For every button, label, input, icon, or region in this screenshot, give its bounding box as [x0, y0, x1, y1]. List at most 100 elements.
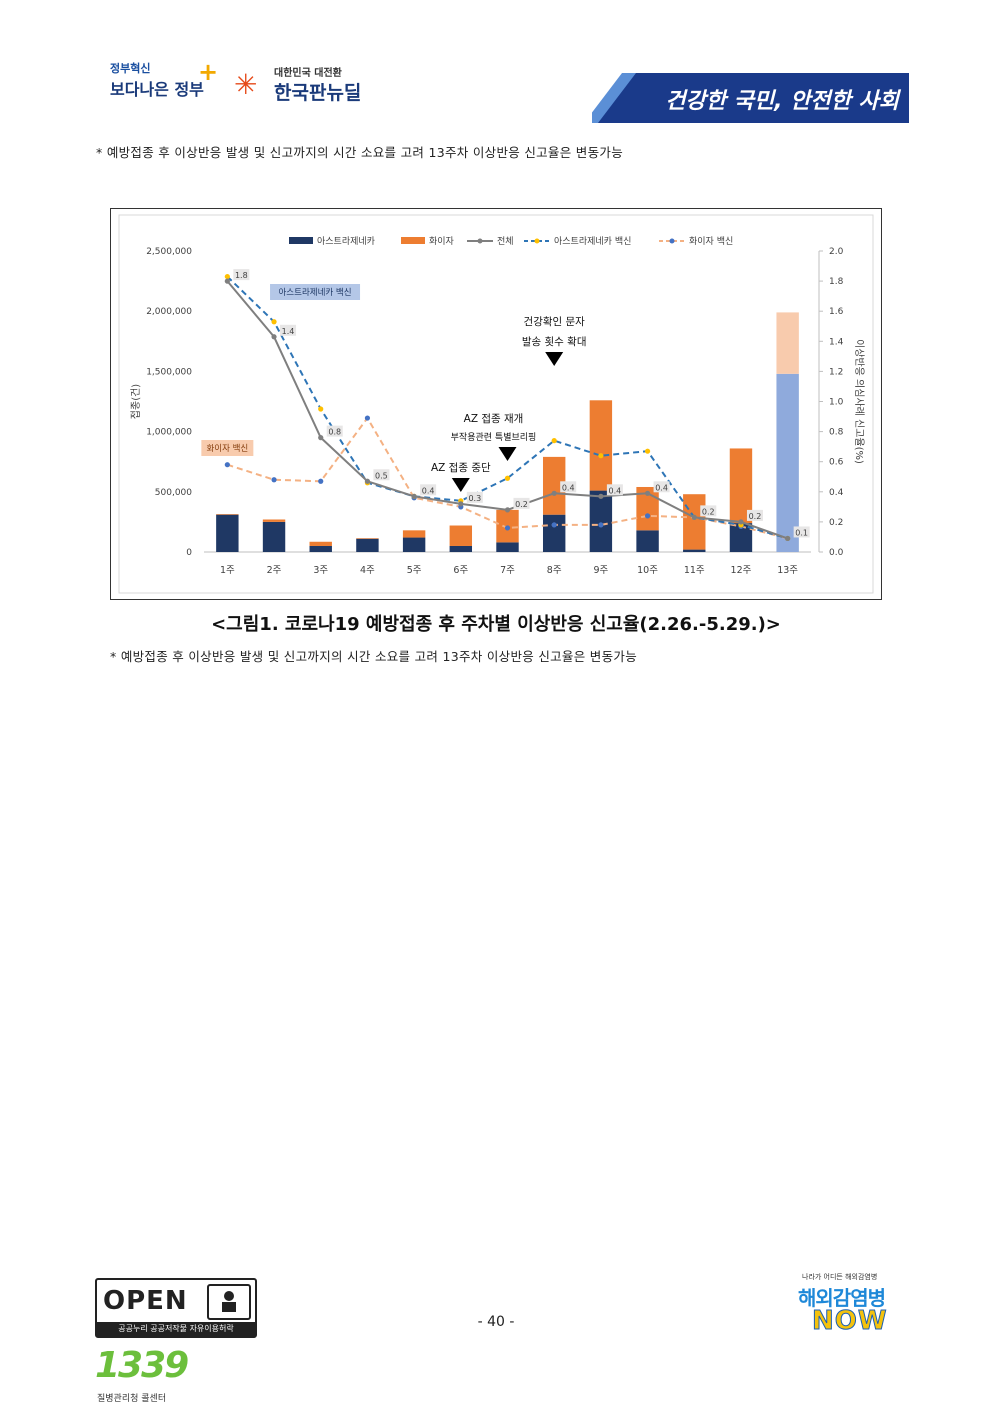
legend-marker: [534, 238, 540, 244]
line-total-rate-point: [224, 278, 230, 284]
y2-tick-label: 1.0: [829, 398, 844, 408]
legend-label: 아스트라제네카 백신: [554, 236, 631, 247]
bar-pfizer: [776, 312, 799, 374]
kogl-open-badge: OPEN 공공누리 공공저작물 자유이용허락: [95, 1278, 257, 1338]
bar-pfizer: [216, 514, 239, 515]
bar-pfizer: [683, 494, 706, 550]
line-total-rate-point: [364, 478, 371, 484]
legend-label: 전체: [497, 236, 514, 247]
bar-pfizer: [449, 525, 473, 546]
overseas-infection-now-logo: 나라가 어디든 해외감염병 해외감염병 NOW: [798, 1272, 903, 1337]
bar-astrazeneca: [262, 521, 286, 552]
data-label: 0.3: [468, 494, 481, 503]
data-label-bg: [746, 509, 763, 521]
data-label-bg: [606, 484, 623, 496]
line-total-rate-point: [318, 435, 324, 441]
line-total-rate-point: [738, 519, 744, 525]
data-label: 1.4: [282, 327, 295, 336]
gov-innovation-logo: 정부혁신 보다나은 정부 +: [110, 58, 220, 110]
y2-tick-label: 2.0: [829, 247, 844, 257]
x-tick-label: 11주: [684, 565, 705, 576]
legend-swatch: [289, 237, 313, 244]
line-total-rate-point: [271, 334, 277, 340]
legend-label: 아스트라제네카: [317, 236, 375, 247]
data-label: 0.1: [795, 528, 808, 537]
data-label: 0.4: [562, 483, 575, 492]
line-pfizer-rate-point: [551, 522, 557, 528]
korean-new-deal-logo: ✳ 대한민국 대전환 한국판뉴딜: [234, 62, 374, 107]
y2-tick-label: 1.8: [829, 277, 844, 287]
data-label: 0.2: [702, 507, 715, 516]
y2-tick-label: 1.6: [829, 307, 844, 317]
legend-marker: [669, 238, 675, 244]
line-total-rate-point: [458, 501, 464, 507]
data-label: 0.5: [375, 471, 388, 480]
data-label-bg: [466, 491, 483, 503]
overseas-big-text: 해외감염병: [798, 1286, 886, 1310]
x-tick-label: 9주: [593, 565, 608, 576]
bar-pfizer: [636, 486, 659, 531]
legend-label: 화이자 백신: [689, 236, 733, 247]
annotation-text: 발송 횟수 확대: [522, 335, 587, 348]
callout-pfizer-text: 화이자 백신: [206, 443, 248, 454]
y2-tick-label: 0.2: [829, 518, 843, 528]
bar-astrazeneca: [589, 490, 613, 552]
adverse-reaction-chart: 0 500,000 1,000,000 1,500,000 2,000,000 2,500…: [118, 214, 874, 594]
data-label: 0.4: [422, 486, 435, 495]
x-tick-label: 1주: [220, 565, 235, 576]
data-label: 0.4: [609, 486, 622, 495]
data-label: 0.4: [655, 483, 668, 492]
line-pfizer-rate-point: [224, 462, 230, 468]
overseas-small-text: 나라가 어디든 해외감염병: [802, 1273, 878, 1281]
data-label-bg: [513, 497, 530, 509]
bar-pfizer: [589, 400, 613, 491]
x-tick-label: 8주: [547, 565, 562, 576]
x-tick-label: 13주: [777, 565, 798, 576]
y-tick-label: 2,500,000: [146, 247, 192, 257]
bar-astrazeneca: [216, 514, 239, 552]
overseas-now-text: NOW: [812, 1306, 888, 1337]
line-astrazeneca-rate-point: [271, 319, 277, 325]
data-label: 1.8: [235, 271, 248, 280]
line-astrazeneca-rate-point: [598, 453, 604, 459]
page-number: - 40 -: [477, 1314, 515, 1330]
line-pfizer-rate-point: [598, 522, 604, 528]
annotation-text: 건강확인 문자: [524, 315, 586, 328]
y2-tick-label: 1.2: [829, 367, 843, 377]
data-label-bg: [373, 469, 390, 481]
line-astrazeneca-rate-point: [318, 406, 324, 412]
data-label: 0.2: [749, 512, 762, 521]
y-axis-title: 접종(건): [130, 384, 142, 420]
line-total-rate-point: [504, 507, 511, 513]
bar-astrazeneca: [402, 537, 426, 552]
line-pfizer-rate-point: [318, 478, 324, 484]
y2-tick-label: 0.0: [829, 548, 844, 558]
annotation-text: AZ 접종 중단: [431, 462, 491, 474]
line-astrazeneca-rate-point: [504, 475, 511, 481]
bar-pfizer: [729, 448, 753, 524]
newdeal-line2: 한국판뉴딜: [274, 82, 362, 104]
line-astrazeneca-rate-point: [551, 438, 557, 444]
x-tick-label: 2주: [267, 565, 282, 576]
y-tick-label: 2,000,000: [146, 307, 192, 317]
data-label: 0.8: [328, 428, 341, 437]
bar-astrazeneca: [356, 538, 379, 552]
bar-astrazeneca: [776, 373, 799, 552]
line-total-rate-point: [598, 493, 604, 499]
line-pfizer-rate-point: [504, 525, 511, 531]
callout-astrazeneca-box: [270, 284, 361, 300]
annotation-down-triangle-icon: [451, 478, 470, 492]
footnote-bottom: * 예방접종 후 이상반응 발생 및 신고까지의 시간 소요를 고려 13주차 …: [110, 649, 638, 664]
x-tick-label: 3주: [313, 565, 328, 576]
x-tick-label: 12주: [731, 565, 752, 576]
footnote-top: * 예방접종 후 이상반응 발생 및 신고까지의 시간 소요를 고려 13주차 …: [96, 145, 624, 160]
bar-astrazeneca: [309, 545, 332, 552]
slogan-banner-shape: [584, 73, 909, 123]
line-pfizer-rate-point: [644, 513, 651, 519]
x-tick-label: 10주: [637, 565, 658, 576]
data-label-bg: [700, 505, 717, 517]
data-label-bg: [420, 484, 437, 496]
line-total-rate-point: [785, 535, 791, 542]
asterisk-star-icon: ✳: [234, 68, 258, 101]
legend-swatch: [401, 237, 425, 244]
